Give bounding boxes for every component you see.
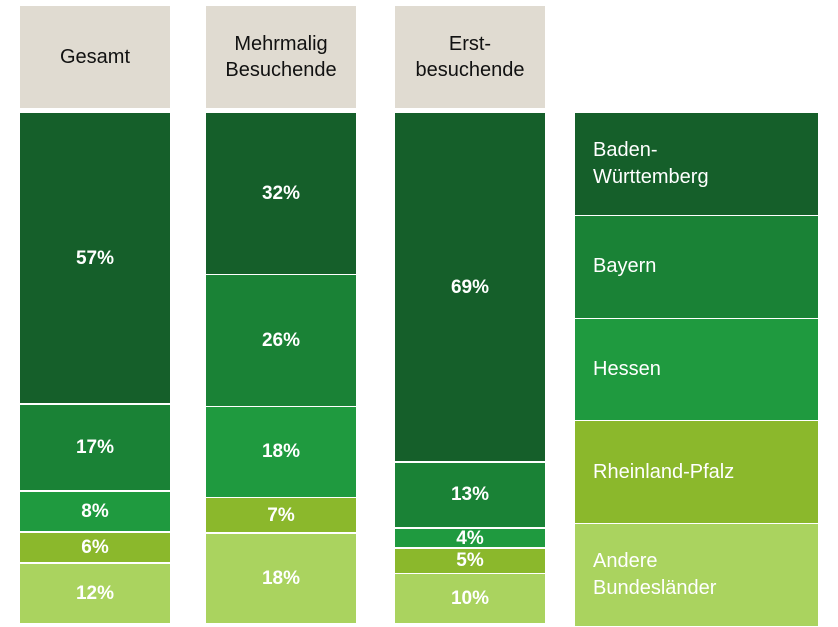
value-label: 10%: [450, 588, 490, 610]
legend-entry: Andere Bundesländer: [575, 524, 818, 626]
bar-segment: 12%: [20, 563, 170, 624]
bar-segment: 10%: [395, 574, 545, 624]
value-label: 6%: [81, 536, 109, 558]
legend-entry: Bayern: [575, 215, 818, 318]
bar-segment: 13%: [395, 462, 545, 528]
column-header: Mehrmalig Besuchende: [206, 6, 356, 108]
value-label: 5%: [456, 550, 484, 572]
value-label: 18%: [261, 568, 301, 590]
bar-segment: 69%: [395, 113, 545, 462]
legend-entry: Rheinland-Pfalz: [575, 421, 818, 524]
value-label: 7%: [267, 504, 295, 526]
value-label: 4%: [456, 527, 484, 549]
bar-segment: 18%: [206, 407, 356, 497]
bar-segment: 17%: [20, 404, 170, 491]
value-label: 18%: [261, 441, 301, 463]
bar-segment: 32%: [206, 113, 356, 274]
bar-segment: 18%: [206, 533, 356, 624]
bar-segment: 26%: [206, 275, 356, 406]
column-header: Gesamt: [20, 6, 170, 108]
value-label: 32%: [261, 182, 301, 204]
column-header: Erst- besuchende: [395, 6, 545, 108]
bar-segment: 8%: [20, 491, 170, 532]
value-label: 8%: [81, 501, 109, 523]
bar-segment: 4%: [395, 529, 545, 548]
bar-segment: 57%: [20, 113, 170, 404]
legend-entry: Baden- Württemberg: [575, 113, 818, 215]
bar-segment: 6%: [20, 532, 170, 563]
value-label: 26%: [261, 329, 301, 351]
value-label: 12%: [75, 583, 115, 605]
legend-entry: Hessen: [575, 318, 818, 421]
value-label: 13%: [450, 484, 490, 506]
bar-segment: 7%: [206, 498, 356, 533]
value-label: 57%: [75, 247, 115, 269]
value-label: 17%: [75, 437, 115, 459]
value-label: 69%: [450, 276, 490, 298]
bar-segment: 5%: [395, 548, 545, 573]
